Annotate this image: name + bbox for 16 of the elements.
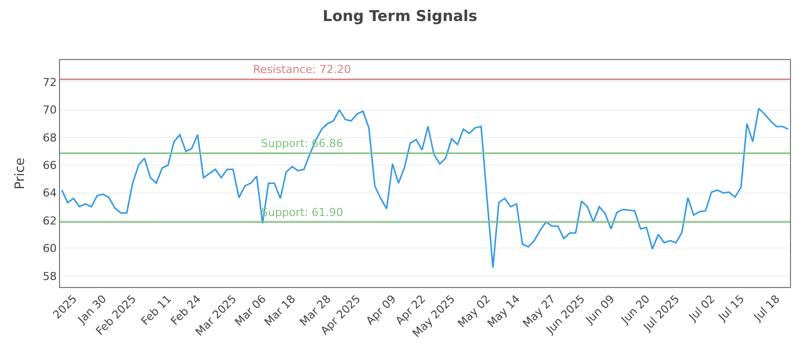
y-tick-label: 64 — [42, 186, 57, 200]
chart-title: Long Term Signals — [322, 7, 478, 25]
y-tick-label: 72 — [42, 76, 57, 89]
x-tick-label: Jul 18 — [750, 292, 782, 324]
y-tick-label: 58 — [42, 270, 57, 283]
y-tick-label: 66 — [42, 159, 57, 172]
line-series — [61, 108, 789, 268]
y-tick-label: 68 — [42, 131, 57, 144]
y-tick-label: 60 — [42, 242, 57, 256]
y-tick-label: 70 — [42, 104, 57, 117]
x-tick-label: Jul 15 — [715, 292, 747, 324]
x-tick-label: Jul 02 — [686, 292, 718, 324]
y-axis-title: Price — [13, 158, 28, 190]
x-tick-label: Jun 09 — [582, 292, 618, 327]
y-tick-label: 62 — [42, 214, 57, 228]
ref-line-label: Resistance: 72.20 — [253, 63, 351, 76]
